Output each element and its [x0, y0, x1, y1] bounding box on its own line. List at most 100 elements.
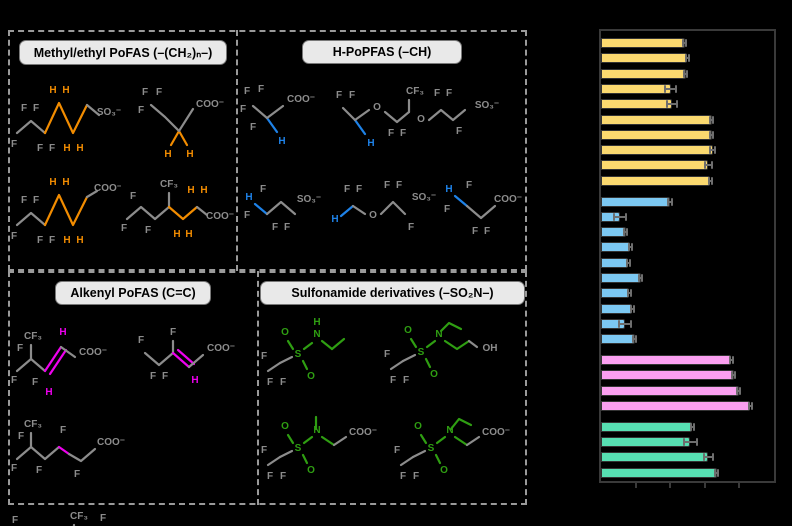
- error-whisker: [732, 374, 736, 377]
- bond: [353, 108, 371, 122]
- atom-label: F: [403, 375, 409, 386]
- bond: [57, 445, 71, 456]
- atom-label: F: [413, 471, 419, 482]
- bond: [465, 204, 497, 220]
- atom-label: F: [18, 431, 24, 442]
- bond: [435, 435, 447, 445]
- error-cap: [695, 438, 698, 446]
- atom-label: COO⁻: [349, 427, 377, 438]
- atom-label: F: [484, 226, 490, 237]
- atom-label: F: [267, 377, 273, 388]
- atom-label: H: [187, 185, 194, 196]
- bar-1-6: [601, 288, 630, 299]
- atom-label: CF₃: [406, 86, 424, 97]
- atom-label: F: [384, 180, 390, 191]
- atom-label: F: [260, 184, 266, 195]
- atom-label: N: [313, 329, 320, 340]
- atom-label: S: [295, 349, 302, 360]
- atom-label: F: [272, 222, 278, 233]
- bond: [401, 353, 417, 363]
- atom-label: F: [466, 180, 472, 191]
- atom-label: F: [400, 471, 406, 482]
- x-axis-tick: [669, 483, 672, 488]
- top-panels-border: [8, 30, 527, 271]
- error-cap: [709, 115, 712, 124]
- panel-title: H-PoPFAS (–CH): [301, 40, 463, 64]
- atom-label: COO⁻: [207, 343, 235, 354]
- x-axis-tick: [634, 483, 637, 488]
- bond: [67, 447, 97, 463]
- atom-label: COO⁻: [206, 211, 234, 222]
- bond: [427, 108, 467, 122]
- atom-label: F: [21, 103, 27, 114]
- atom-label: H: [245, 192, 252, 203]
- bond: [424, 357, 432, 369]
- bond: [167, 205, 199, 221]
- bar-2-2: [601, 385, 739, 396]
- atom-label: F: [100, 513, 106, 524]
- error-cap: [710, 161, 713, 170]
- atom-label: H: [200, 185, 207, 196]
- molecule-alkenyl-pofas-s4: FFFOCF₃FOFFSO₃⁻: [12, 511, 147, 526]
- atom-label: CF₃: [24, 419, 42, 430]
- bond: [266, 455, 282, 467]
- error-cap: [750, 401, 753, 410]
- error-cap: [627, 243, 630, 252]
- bond: [339, 204, 355, 218]
- atom-label: H: [59, 327, 66, 338]
- atom-label: F: [12, 515, 18, 526]
- bond: [302, 341, 314, 351]
- atom-label: F: [434, 88, 440, 99]
- error-cap: [692, 422, 695, 431]
- error-cap: [623, 228, 626, 237]
- atom-label: H: [45, 387, 52, 398]
- atom-label: F: [261, 351, 267, 362]
- bond: [409, 337, 418, 349]
- error-cap: [714, 468, 717, 477]
- atom-label: F: [11, 139, 17, 150]
- bond: [171, 351, 191, 369]
- bond: [265, 104, 285, 120]
- atom-label: F: [11, 231, 17, 242]
- error-cap: [687, 54, 690, 63]
- atom-label: F: [145, 225, 151, 236]
- atom-label: H: [76, 235, 83, 246]
- error-cap: [626, 289, 629, 298]
- bond: [15, 119, 47, 135]
- error-whisker: [626, 261, 630, 264]
- atom-label: F: [349, 90, 355, 101]
- error-cap: [734, 371, 737, 380]
- bond: [379, 200, 407, 216]
- error-cap: [717, 468, 720, 477]
- atom-label: F: [170, 327, 176, 338]
- atom-label: F: [258, 84, 264, 95]
- atom-label: N: [435, 329, 442, 340]
- atom-label: S: [428, 443, 435, 454]
- bar-1-7: [601, 303, 633, 314]
- bond: [453, 435, 469, 447]
- error-cap: [709, 130, 712, 139]
- error-whisker: [748, 404, 752, 407]
- atom-label: F: [244, 210, 250, 221]
- atom-label: F: [356, 184, 362, 195]
- atom-label: F: [162, 371, 168, 382]
- error-cap: [739, 386, 742, 395]
- atom-label: F: [36, 465, 42, 476]
- atom-label: O: [307, 371, 315, 382]
- error-whisker: [685, 57, 689, 60]
- bond: [278, 355, 294, 365]
- error-cap: [632, 335, 635, 344]
- error-whisker: [639, 277, 643, 279]
- atom-label: F: [60, 425, 66, 436]
- error-whisker: [618, 322, 632, 325]
- error-whisker: [690, 425, 694, 428]
- atom-label: F: [138, 335, 144, 346]
